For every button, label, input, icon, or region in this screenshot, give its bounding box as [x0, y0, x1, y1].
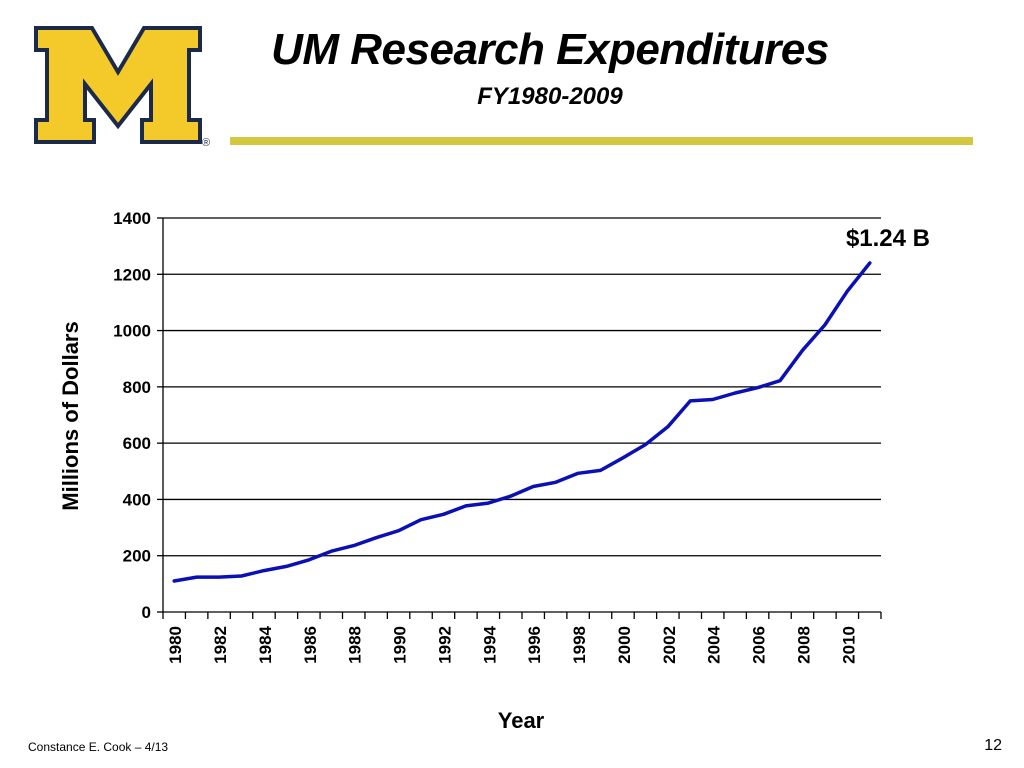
x-tick-label-1994: 1994 [480, 625, 499, 663]
latest-value-annotation: $1.24 B [846, 225, 930, 252]
y-tick-label-1200: 1200 [113, 265, 151, 284]
x-tick-label-2004: 2004 [705, 625, 724, 663]
x-tick-label-1980: 1980 [166, 626, 185, 664]
y-axis-label: Millions of Dollars [58, 321, 83, 510]
accent-rule [230, 137, 973, 145]
x-tick-label-2000: 2000 [615, 626, 634, 664]
x-tick-label-1982: 1982 [211, 626, 230, 664]
x-tick-label-2008: 2008 [794, 626, 813, 664]
series-line-0 [172, 261, 872, 583]
y-tick-label-1400: 1400 [113, 209, 151, 228]
slide-title: UM Research Expenditures [271, 25, 829, 74]
x-tick-label-2010: 2010 [839, 626, 858, 664]
y-tick-labels: 0 200 400 600 800 1000 1200 1400 [113, 209, 151, 622]
x-axis-label: Year [498, 708, 545, 733]
x-tick-label-1984: 1984 [256, 625, 275, 663]
y-tick-label-1000: 1000 [113, 322, 151, 341]
trademark-symbol: ® [202, 137, 210, 149]
x-tick-label-1986: 1986 [301, 626, 320, 664]
grid-lines [163, 217, 881, 557]
axes [157, 217, 882, 619]
x-tick-label-1992: 1992 [435, 626, 454, 664]
y-tick-label-800: 800 [123, 378, 151, 397]
y-tick-label-0: 0 [142, 603, 151, 622]
michigan-block-m-logo: ® [34, 26, 210, 149]
x-tick-label-2006: 2006 [750, 626, 769, 664]
x-tick-label-1990: 1990 [391, 626, 410, 664]
x-tick-labels: 1980 1982 1984 1986 1988 1990 1992 1994 1996 1998… [166, 625, 858, 663]
y-tick-label-200: 200 [123, 547, 151, 566]
x-tick-label-1988: 1988 [346, 626, 365, 664]
x-tick-label-1996: 1996 [525, 626, 544, 664]
footer-credit: Constance E. Cook – 4/13 [28, 740, 169, 754]
x-tick-label-2002: 2002 [660, 626, 679, 664]
block-m-shape [34, 26, 202, 144]
slide-subtitle: FY1980-2009 [477, 83, 623, 110]
y-tick-label-400: 400 [123, 490, 151, 509]
y-tick-label-600: 600 [123, 434, 151, 453]
x-tick-label-1998: 1998 [570, 626, 589, 664]
series [172, 261, 872, 583]
page-number: 12 [984, 737, 1002, 754]
